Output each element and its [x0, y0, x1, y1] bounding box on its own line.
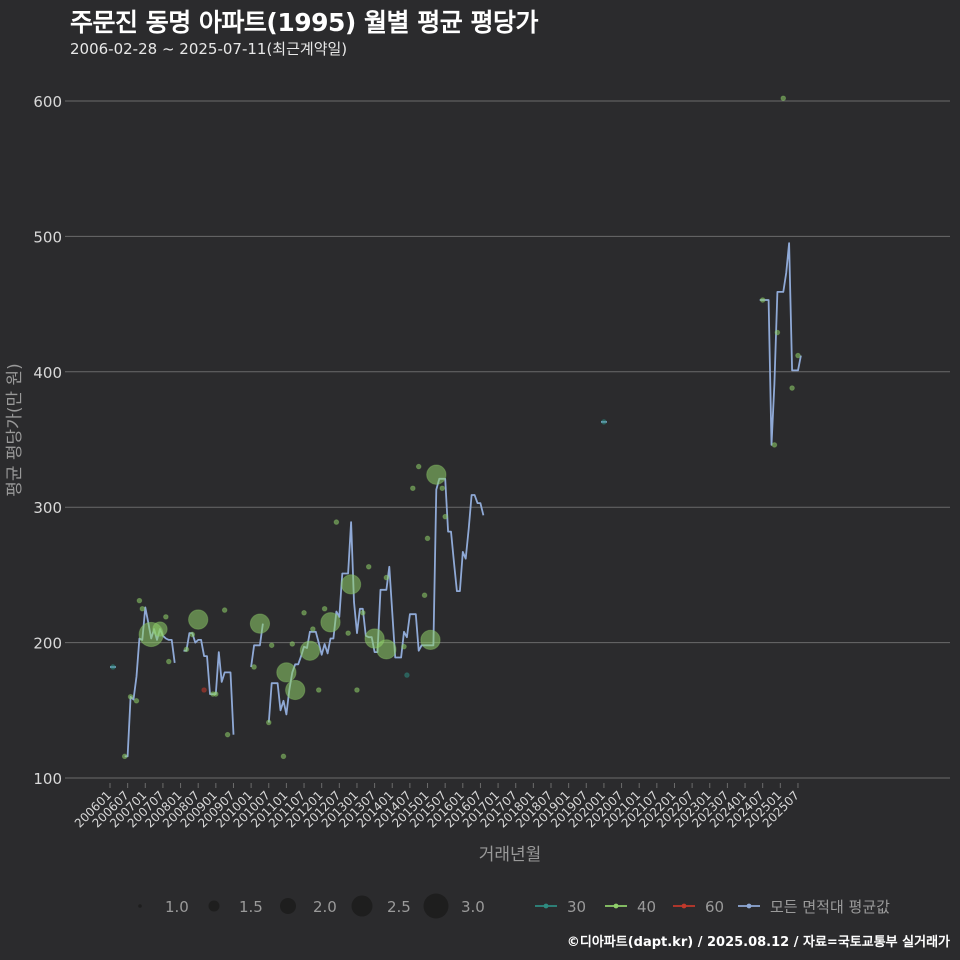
- legend-size-label: 2.0: [313, 898, 337, 916]
- point-area-40: [121, 753, 128, 760]
- point-area-40: [442, 513, 448, 520]
- y-tick-labels: 100 200 300 400 500 600: [33, 93, 62, 788]
- legend-point-key: [681, 903, 687, 909]
- point-area-40: [299, 640, 321, 661]
- point-area-40: [421, 592, 428, 599]
- point-area-40: [410, 485, 416, 492]
- point-area-30: [110, 664, 116, 670]
- point-area-40: [424, 535, 431, 542]
- point-area-60: [201, 687, 207, 693]
- point-area-40: [320, 612, 341, 633]
- y-tick-label: 400: [33, 364, 62, 382]
- point-area-40: [268, 642, 275, 649]
- y-tick-label: 200: [33, 635, 62, 653]
- legend-size-key: [138, 904, 142, 908]
- point-area-40: [321, 605, 328, 612]
- point-area-40: [251, 664, 257, 670]
- point-area-40: [759, 297, 766, 303]
- chart-subtitle: 2006-02-28 ~ 2025-07-11(최근계약일): [70, 40, 348, 58]
- point-area-40: [136, 597, 143, 604]
- point-area-40: [354, 687, 360, 693]
- legend-size-key: [280, 898, 296, 914]
- point-area-40: [426, 464, 447, 485]
- point-area-40: [221, 607, 228, 613]
- x-axis-title: 거래년월: [479, 845, 542, 865]
- legend-size-label: 2.5: [387, 898, 411, 916]
- legend-size-key: [423, 893, 449, 919]
- point-area-40: [166, 658, 172, 665]
- legend-point-key: [613, 903, 619, 909]
- avg-line-segment: [250, 623, 264, 668]
- legend-size-key: [208, 900, 220, 912]
- source-footer: ©디아파트(dapt.kr) / 2025.08.12 / 자료=국토교통부 실…: [566, 935, 950, 950]
- point-layer: [110, 95, 801, 760]
- point-area-40: [301, 610, 307, 616]
- point-area-40: [224, 731, 231, 738]
- legend-size-key: [351, 895, 373, 917]
- y-tick-label: 100: [33, 770, 62, 788]
- point-area-40: [189, 631, 196, 638]
- point-area-40: [401, 643, 407, 650]
- y-tick-label: 600: [33, 93, 62, 111]
- x-tick-labels: 2006012006072007012007072008012008072009…: [72, 788, 802, 830]
- point-area-40: [333, 519, 340, 525]
- y-tick-label: 300: [33, 499, 62, 517]
- point-area-40: [139, 605, 146, 612]
- point-area-40: [188, 609, 209, 630]
- point-area-40: [376, 639, 397, 660]
- legend-series-label: 60: [705, 898, 724, 916]
- y-axis-title: 평균 평당가(만 원): [5, 363, 25, 497]
- legend-series-label: 40: [637, 898, 656, 916]
- point-area-40: [383, 574, 390, 581]
- point-area-40: [133, 698, 140, 704]
- point-area-40: [439, 485, 446, 492]
- point-area-40: [360, 610, 366, 616]
- point-area-40: [152, 621, 168, 637]
- point-area-30: [404, 672, 410, 678]
- legend-size-label: 1.0: [165, 898, 189, 916]
- point-area-40: [340, 574, 362, 595]
- point-area-40: [163, 614, 169, 620]
- point-area-40: [213, 691, 219, 697]
- point-area-40: [789, 385, 795, 391]
- point-area-40: [289, 641, 296, 647]
- y-tick-label: 500: [33, 228, 62, 246]
- legend-point-key: [543, 903, 549, 909]
- point-area-40: [315, 687, 322, 693]
- legend-point-key: [746, 903, 752, 909]
- point-area-40: [415, 463, 422, 470]
- point-area-40: [285, 679, 306, 701]
- point-area-40: [280, 753, 287, 760]
- avg-line-layer: [110, 242, 802, 758]
- point-area-40: [183, 646, 190, 653]
- point-area-40: [310, 626, 316, 632]
- legend-size-label: 1.5: [239, 898, 263, 916]
- legend-series-label: 30: [567, 898, 586, 916]
- point-area-40: [780, 95, 787, 102]
- point-area-40: [365, 563, 372, 570]
- point-area-40: [265, 719, 272, 726]
- point-area-40: [795, 352, 801, 359]
- avg-line-segment: [759, 242, 802, 446]
- point-area-40: [771, 442, 778, 448]
- legend-size-label: 3.0: [461, 898, 485, 916]
- point-area-40: [420, 629, 441, 651]
- point-area-40: [127, 693, 134, 700]
- legend: 1.0 1.5 2.0 2.5 3.0 30 40 60 모든 면적대 평균값: [138, 893, 890, 919]
- point-area-40: [345, 630, 351, 636]
- point-area-40: [249, 613, 271, 634]
- legend-series-label: 모든 면적대 평균값: [770, 898, 890, 916]
- point-area-40: [276, 662, 297, 683]
- chart-title: 주문진 동명 아파트(1995) 월별 평균 평당가: [70, 8, 538, 37]
- grid-layer: [65, 100, 950, 788]
- point-area-30: [601, 419, 607, 425]
- avg-line-segment: [183, 632, 235, 735]
- point-area-40: [774, 329, 781, 336]
